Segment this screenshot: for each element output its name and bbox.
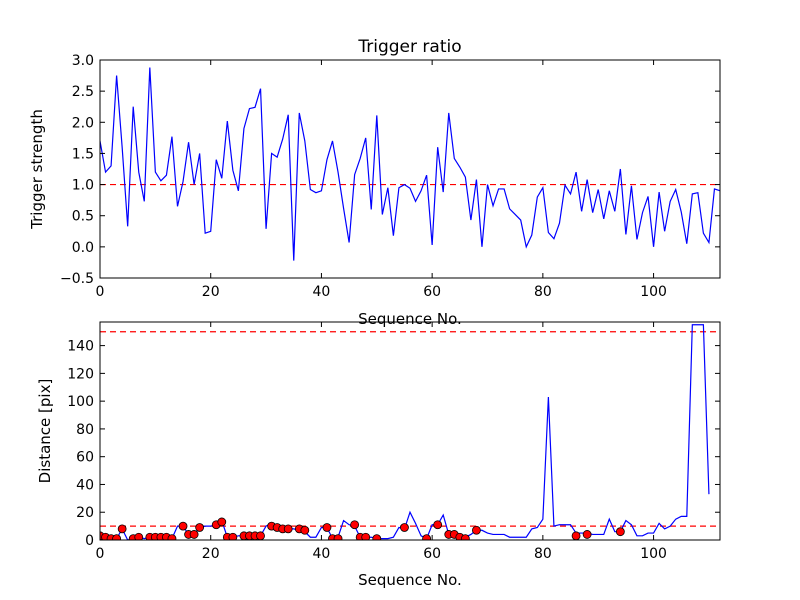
- x-tick-label: 20: [202, 546, 220, 562]
- data-point: [422, 534, 432, 540]
- x-tick-label: 20: [202, 284, 220, 300]
- y-tick-label: −0.5: [60, 271, 94, 287]
- series-line: [100, 324, 710, 540]
- y-axis-label: Trigger strength: [28, 109, 46, 230]
- x-tick-label: 60: [423, 546, 441, 562]
- data-point: [256, 531, 265, 540]
- data-point: [361, 532, 371, 540]
- data-point: [283, 524, 293, 534]
- trigger-ratio-chart: Trigger ratio 0 20 40 60 80 100 −0.5 0.0 0.5 1.0 1…: [28, 37, 721, 328]
- plot-frame: [99, 59, 721, 279]
- data-point: [112, 534, 122, 540]
- x-axis-label: Sequence No.: [358, 571, 462, 589]
- y-axis-label: Distance [pix]: [36, 379, 54, 484]
- data-point: [217, 517, 227, 527]
- y-tick-label: 3.0: [72, 53, 94, 69]
- data-point: [322, 523, 332, 532]
- chart-title: Trigger ratio: [357, 37, 461, 57]
- plot-frame: [99, 321, 721, 541]
- data-point: [400, 523, 409, 532]
- y-tick-label: 100: [67, 394, 94, 410]
- data-point: [300, 525, 310, 535]
- y-tick-label: 1.5: [72, 146, 94, 162]
- distance-chart: 0 20 40 60 80 100 0 20 40 60 80 100 120 140 Sequence …: [36, 321, 721, 589]
- y-tick-label: 2.5: [72, 84, 94, 100]
- x-tick-label: 80: [534, 546, 552, 562]
- series-line: [100, 67, 720, 261]
- x-tick-label: 60: [423, 284, 441, 300]
- y-tick-label: 20: [76, 505, 94, 521]
- y-tick-label: 120: [67, 366, 94, 382]
- y-tick-label: 60: [76, 450, 94, 466]
- x-tick-label: 40: [313, 284, 331, 300]
- y-tick-label: 0.0: [72, 240, 94, 256]
- x-tick-label: 80: [534, 284, 552, 300]
- x-tick-label: 0: [96, 284, 105, 300]
- x-tick-label: 40: [313, 546, 331, 562]
- data-point: [178, 521, 188, 531]
- data-point: [571, 531, 581, 540]
- y-tick-label: 140: [67, 339, 94, 355]
- data-point: [433, 520, 443, 530]
- y-tick-label: 80: [76, 422, 94, 438]
- data-point: [333, 534, 343, 540]
- data-point: [372, 534, 382, 540]
- data-point: [460, 534, 470, 540]
- y-tick-label: 40: [76, 477, 94, 493]
- x-tick-label: 100: [640, 546, 667, 562]
- data-point: [228, 532, 238, 540]
- x-tick-label: 100: [640, 284, 667, 300]
- data-point: [189, 530, 199, 539]
- x-axis-label: Sequence No.: [358, 310, 462, 328]
- data-point: [582, 530, 592, 539]
- data-point: [472, 525, 481, 535]
- data-point: [350, 520, 360, 530]
- data-point: [615, 527, 625, 537]
- data-point: [195, 523, 205, 532]
- y-tick-label: 1.0: [72, 178, 94, 194]
- y-tick-label: 0.5: [72, 209, 94, 225]
- y-tick-label: 0: [85, 533, 94, 549]
- y-tick-label: 2.0: [72, 115, 94, 131]
- x-tick-label: 0: [96, 546, 105, 562]
- data-point: [134, 532, 144, 540]
- data-point: [167, 534, 177, 540]
- data-point: [117, 524, 127, 534]
